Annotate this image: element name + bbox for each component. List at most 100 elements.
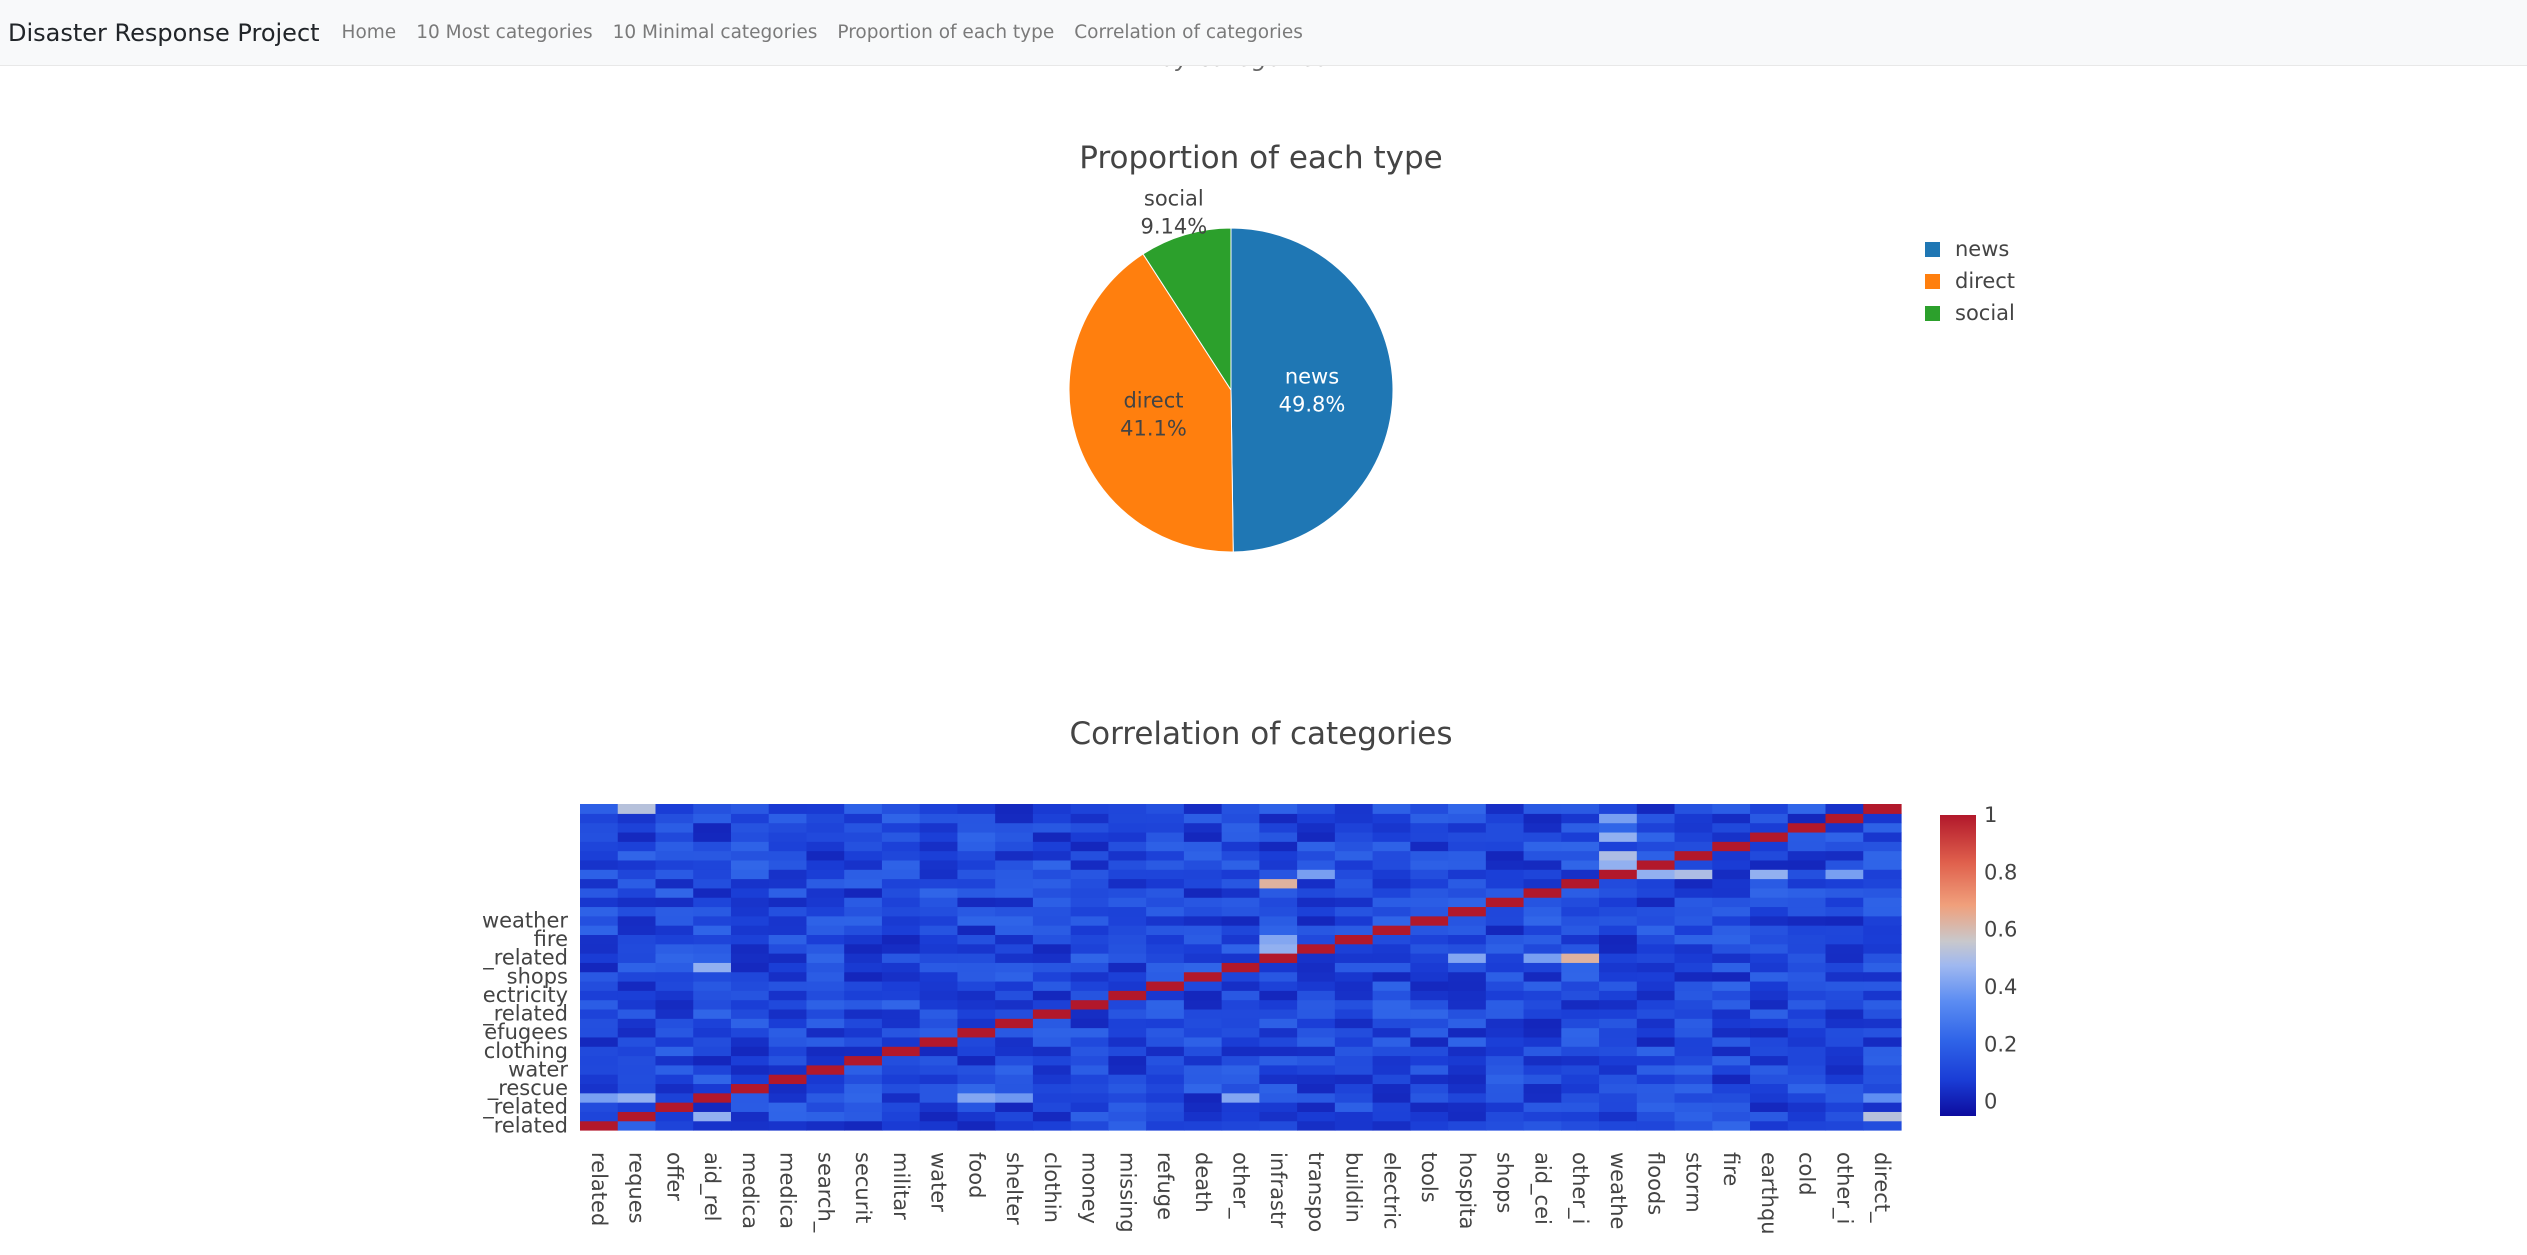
heatmap-cell[interactable] [1863,831,1902,842]
heatmap-cell[interactable] [1599,1092,1638,1103]
heatmap-cell[interactable] [1750,1055,1789,1066]
heatmap-cell[interactable] [617,859,657,870]
heatmap-cell[interactable] [1259,980,1298,991]
heatmap-cell[interactable] [1372,1036,1411,1047]
heatmap-cell[interactable] [1787,1018,1827,1029]
heatmap-cell[interactable] [1448,971,1487,982]
heatmap-cell[interactable] [1750,1046,1789,1057]
heatmap-cell[interactable] [1636,971,1676,982]
heatmap-cell[interactable] [1410,1111,1449,1122]
heatmap-cell[interactable] [1297,980,1336,991]
heatmap-cell[interactable] [806,1027,845,1038]
heatmap-cell[interactable] [1448,962,1487,973]
heatmap-cell[interactable] [957,1027,996,1038]
heatmap-cell[interactable] [655,841,694,852]
heatmap-cell[interactable] [806,943,845,954]
heatmap-cell[interactable] [1712,841,1751,852]
heatmap-cell[interactable] [1523,980,1562,991]
heatmap-cell[interactable] [1183,1018,1223,1029]
heatmap-cell[interactable] [844,990,883,1001]
heatmap-cell[interactable] [1523,1036,1562,1047]
heatmap-cell[interactable] [995,1008,1034,1019]
heatmap-cell[interactable] [1712,943,1751,954]
heatmap-cell[interactable] [1712,804,1751,814]
heatmap-cell[interactable] [1146,841,1185,852]
heatmap-cell[interactable] [768,934,808,945]
heatmap-cell[interactable] [844,887,883,898]
heatmap-cell[interactable] [1674,906,1713,917]
heatmap-cell[interactable] [806,1111,845,1122]
heatmap-cell[interactable] [730,915,770,926]
heatmap-cell[interactable] [1561,850,1600,861]
heatmap-cell[interactable] [1372,1083,1411,1094]
heatmap-cell[interactable] [1561,971,1600,982]
heatmap-cell[interactable] [1410,1055,1449,1066]
heatmap-cell[interactable] [844,1111,883,1122]
heatmap-cell[interactable] [1221,887,1260,898]
heatmap-cell[interactable] [1108,1018,1147,1029]
heatmap-cell[interactable] [1108,1008,1147,1019]
heatmap-cell[interactable] [881,1074,921,1085]
heatmap-cell[interactable] [957,859,996,870]
heatmap-cell[interactable] [1712,859,1751,870]
heatmap-cell[interactable] [1523,906,1562,917]
heatmap-cell[interactable] [1712,1027,1751,1038]
heatmap-cell[interactable] [1183,813,1223,824]
heatmap-cell[interactable] [919,934,959,945]
heatmap-cell[interactable] [806,1092,845,1103]
heatmap-cell[interactable] [1146,1102,1185,1112]
heatmap-cell[interactable] [1070,962,1109,973]
heatmap-cell[interactable] [1712,1092,1751,1103]
heatmap-cell[interactable] [1787,813,1827,824]
heatmap-cell[interactable] [580,943,619,954]
heatmap-cell[interactable] [1787,878,1827,889]
heatmap-cell[interactable] [1221,822,1260,833]
heatmap-cell[interactable] [881,1046,921,1057]
heatmap-cell[interactable] [1712,813,1751,824]
heatmap-cell[interactable] [1221,1092,1260,1103]
heatmap-cell[interactable] [655,1111,694,1122]
heatmap-cell[interactable] [1183,990,1223,1001]
heatmap-cell[interactable] [1636,841,1676,852]
heatmap-cell[interactable] [1674,1083,1713,1094]
heatmap-cell[interactable] [655,1008,694,1019]
heatmap-cell[interactable] [1674,822,1713,833]
heatmap-cell[interactable] [1297,953,1336,963]
heatmap-cell[interactable] [1183,1102,1223,1112]
heatmap-cell[interactable] [1712,990,1751,1001]
heatmap-cell[interactable] [1146,850,1185,861]
heatmap-cell[interactable] [617,1092,657,1103]
heatmap-cell[interactable] [1372,813,1411,824]
heatmap-cell[interactable] [1448,906,1487,917]
heatmap-cell[interactable] [693,934,732,945]
heatmap-cell[interactable] [1561,990,1600,1001]
heatmap-cell[interactable] [617,990,657,1001]
heatmap-cell[interactable] [1485,1055,1525,1066]
heatmap-cell[interactable] [580,1064,619,1075]
heatmap-cell[interactable] [1334,822,1374,833]
heatmap-cell[interactable] [1674,971,1713,982]
heatmap-cell[interactable] [768,906,808,917]
heatmap-cell[interactable] [1750,934,1789,945]
heatmap-cell[interactable] [1032,1092,1072,1103]
heatmap-cell[interactable] [1448,1027,1487,1038]
heatmap-cell[interactable] [1297,906,1336,917]
heatmap-cell[interactable] [1561,887,1600,898]
heatmap-cell[interactable] [1712,1036,1751,1047]
heatmap-cell[interactable] [1561,1111,1600,1122]
heatmap-cell[interactable] [1108,971,1147,982]
heatmap-cell[interactable] [1183,822,1223,833]
heatmap-cell[interactable] [1297,925,1336,935]
heatmap-cell[interactable] [1070,859,1109,870]
heatmap-cell[interactable] [1485,1120,1525,1131]
heatmap-cell[interactable] [730,1055,770,1066]
heatmap-cell[interactable] [1410,925,1449,935]
heatmap-cell[interactable] [768,1027,808,1038]
heatmap-cell[interactable] [1485,1083,1525,1094]
heatmap-cell[interactable] [1410,1092,1449,1103]
heatmap-cell[interactable] [1372,887,1411,898]
heatmap-cell[interactable] [957,869,996,880]
heatmap-cell[interactable] [768,1008,808,1019]
heatmap-cell[interactable] [1372,1102,1411,1112]
pie-slice-news[interactable] [1230,227,1394,553]
